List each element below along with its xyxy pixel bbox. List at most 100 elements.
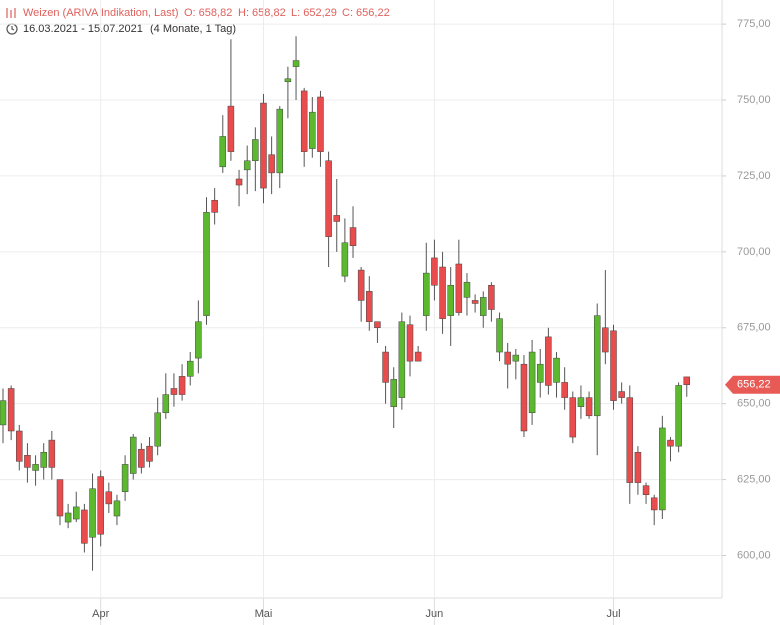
y-tick-label: 700,00 — [737, 246, 771, 258]
ohlc-close: C: 656,22 — [342, 7, 390, 19]
candle-body — [243, 160, 251, 171]
candle-body — [520, 363, 528, 432]
candle-body — [561, 382, 568, 398]
candle-body — [463, 281, 471, 298]
x-tick-label: Jun — [426, 608, 444, 620]
candle-body — [292, 60, 300, 67]
candle-body — [480, 297, 487, 316]
candle-body — [512, 354, 520, 362]
candle-body — [16, 430, 23, 462]
candle-body — [219, 136, 227, 168]
candle-body — [284, 78, 292, 83]
candle-body — [32, 464, 39, 471]
candle-body — [276, 108, 284, 174]
candle-body — [553, 357, 560, 383]
candle-body — [528, 351, 536, 414]
candle-body — [349, 227, 357, 247]
candle-body — [667, 439, 674, 447]
candle-body — [577, 397, 585, 407]
candle-body — [89, 488, 96, 538]
date-range: 16.03.2021 - 15.07.2021 — [23, 23, 143, 35]
candle-body — [585, 397, 593, 417]
candle-body — [40, 452, 47, 468]
candle-body — [113, 500, 121, 517]
candle-body — [333, 215, 340, 222]
candle-body — [545, 336, 552, 386]
candle-body — [650, 497, 658, 511]
candle-body — [536, 363, 544, 383]
y-tick-label: 650,00 — [737, 398, 771, 410]
last-price-label: 656,22 — [737, 379, 771, 391]
candle-body — [325, 160, 332, 237]
duration: (4 Monate, 1 Tag) — [150, 23, 236, 35]
x-tick-label: Mai — [255, 608, 273, 620]
candle-body — [121, 464, 129, 492]
candle-body — [341, 242, 349, 277]
candle-body — [235, 178, 243, 186]
y-tick-label: 625,00 — [737, 473, 771, 485]
candle-body — [227, 105, 235, 152]
candle-body — [73, 506, 80, 520]
y-tick-label: 750,00 — [737, 94, 771, 106]
candle-body — [398, 321, 406, 398]
candle-body — [683, 376, 691, 386]
candle-body — [317, 96, 324, 152]
candle-body — [439, 266, 446, 319]
candle-body — [471, 300, 479, 304]
candle-body — [642, 485, 650, 496]
candle-body — [56, 479, 64, 517]
candle-body — [211, 199, 218, 213]
candle-body — [602, 327, 609, 353]
candle-body — [129, 436, 137, 474]
candle-body — [138, 448, 145, 468]
candle-body — [64, 512, 72, 523]
candle-body — [203, 212, 210, 316]
candle-body — [162, 394, 170, 414]
candle-body — [414, 351, 422, 362]
candle-body — [659, 427, 666, 511]
ohlc-open: O: 658,82 — [184, 7, 232, 19]
candle-body — [300, 90, 308, 152]
candle-body — [618, 391, 625, 398]
candle-body — [496, 318, 503, 353]
x-tick-label: Jul — [606, 608, 620, 620]
x-tick-label: Apr — [92, 608, 109, 620]
y-tick-label: 600,00 — [737, 549, 771, 561]
candle-body — [593, 315, 601, 417]
candle-body — [268, 154, 275, 174]
candle-body — [48, 439, 56, 468]
candle-body — [309, 111, 316, 149]
candle-body — [24, 455, 31, 468]
y-tick-label: 675,00 — [737, 322, 771, 334]
candle-body — [423, 272, 430, 316]
candle-body — [431, 257, 438, 286]
candle-body — [455, 263, 463, 313]
candle-body — [170, 388, 178, 395]
candle-body — [406, 324, 414, 362]
candle-body — [366, 291, 373, 322]
candle-body — [81, 509, 88, 544]
candle-body — [97, 476, 104, 535]
candle-body — [488, 284, 495, 310]
ohlc-low: L: 652,29 — [291, 7, 337, 19]
candle-body — [610, 330, 617, 401]
candle-body — [7, 388, 15, 432]
y-tick-label: 725,00 — [737, 170, 771, 182]
candle-body — [0, 400, 7, 426]
candle-body — [186, 360, 194, 377]
candle-body — [195, 321, 202, 359]
instrument-icon — [6, 8, 16, 18]
candle-body — [252, 139, 259, 162]
candle-body — [154, 412, 161, 447]
candle-body — [382, 351, 389, 383]
candle-body — [390, 379, 397, 407]
candle-body — [178, 376, 186, 395]
ohlc-high: H: 658,82 — [238, 7, 286, 19]
candle-body — [447, 284, 454, 316]
candle-body — [105, 491, 113, 505]
candle-body — [374, 321, 381, 329]
candle-body — [357, 269, 365, 301]
clock-icon — [6, 23, 18, 35]
candle-body — [146, 445, 153, 462]
